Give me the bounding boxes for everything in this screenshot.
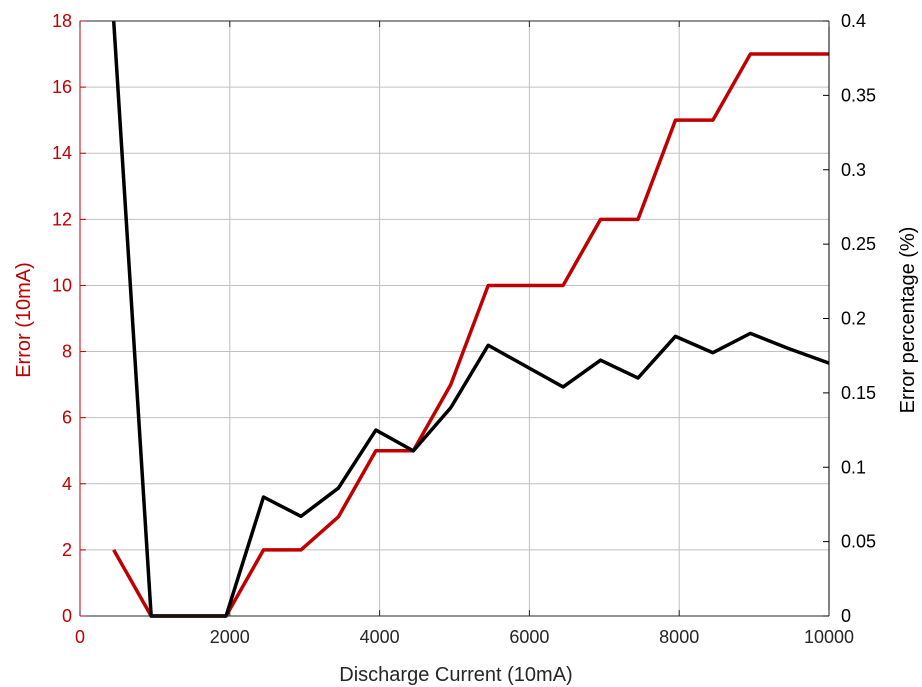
y-left-tick-label: 18 (52, 11, 72, 31)
y-axis-left-label: Error (10mA) (13, 262, 35, 378)
y-right-tick-label: 0.35 (841, 85, 876, 105)
x-tick-label: 2000 (210, 627, 250, 647)
y-right-tick-label: 0.05 (841, 532, 876, 552)
y-left-tick-label: 14 (52, 143, 72, 163)
y-axis-right-label: Error percentage (%) (897, 227, 919, 414)
y-right-tick-label: 0.15 (841, 383, 876, 403)
error-series-line (112, 52, 829, 618)
y-left-tick-label: 4 (62, 474, 72, 494)
error-percentage-series-line (111, 20, 830, 618)
y-right-tick-label: 0 (841, 606, 851, 626)
y-left-tick-label: 16 (52, 77, 72, 97)
y-left-tick-label: 10 (52, 275, 72, 295)
y-right-tick-label: 0.2 (841, 309, 866, 329)
tick-labels: 0 2000 4000 6000 8000 1000002468101214161800.… (52, 11, 876, 647)
x-axis-label: Discharge Current (10mA) (339, 664, 572, 686)
series-layer (111, 20, 830, 618)
y-left-tick-label: 0 (62, 606, 72, 626)
x-tick-label: 10000 (804, 627, 854, 647)
y-left-tick-label: 8 (62, 342, 72, 362)
y-right-tick-label: 0.25 (841, 234, 876, 254)
y-right-tick-label: 0.3 (841, 160, 866, 180)
x-tick-label: 8000 (659, 627, 699, 647)
x-tick-label: 0 (75, 627, 85, 647)
y-right-tick-label: 0.1 (841, 457, 866, 477)
grid (80, 21, 829, 616)
x-tick-label: 6000 (509, 627, 549, 647)
y-left-tick-label: 6 (62, 408, 72, 428)
y-right-tick-label: 0.4 (841, 11, 866, 31)
y-left-tick-label: 12 (52, 209, 72, 229)
y-left-tick-label: 2 (62, 540, 72, 560)
x-tick-label: 4000 (360, 627, 400, 647)
